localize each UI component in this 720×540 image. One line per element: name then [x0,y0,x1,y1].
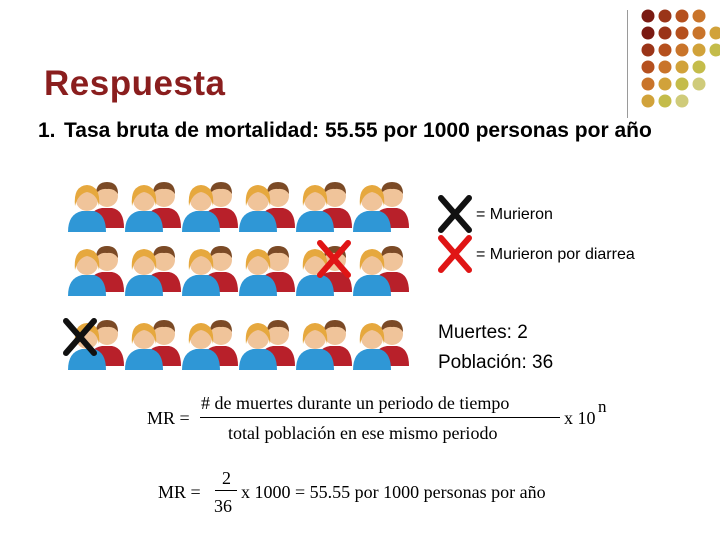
population-count: Población: 36 [438,352,554,373]
black-cross-icon [63,318,97,356]
decorative-dot [692,9,706,23]
person-pair-icon [353,182,409,232]
person-pair-icon [353,246,409,296]
decorative-dot [641,77,655,91]
person-pair-icon [296,246,352,296]
decorative-dot [709,43,720,57]
decorative-dot [658,9,672,23]
decorative-dot [692,26,706,40]
decorative-dot [658,43,672,57]
person-pair-icon [68,246,124,296]
person-pair-icon [125,182,181,232]
person-pair-icon [68,320,124,370]
decorative-dot [641,43,655,57]
decorative-dot [675,26,689,40]
decorative-dot [709,26,720,40]
formula-applied-result: x 1000 = 55.55 por 1000 personas por año [241,482,546,502]
formula-applied-fraction-bar [215,490,237,491]
decorative-dot [658,26,672,40]
person-pair-icon [182,320,238,370]
decorative-dot [641,60,655,74]
legend-black-cross-icon [438,195,472,233]
person-pair-icon [239,320,295,370]
people-grid [63,182,472,370]
stats-block: Muertes: 2 Población: 36 [438,318,553,378]
formula-general-denominator: total población en ese mismo periodo [228,423,498,443]
formula-applied-lhs: MR = [158,482,201,502]
formula-general-exponent: n [598,397,607,416]
formula-general-lhs: MR = [147,408,190,428]
person-pair-icon [296,182,352,232]
decorative-dot [692,60,706,74]
person-pair-icon [125,320,181,370]
decorative-dot [641,94,655,108]
decorative-dot [658,77,672,91]
person-pair-icon [353,320,409,370]
person-pair-icon [68,182,124,232]
person-pair-icon [296,320,352,370]
formula-applied-denominator: 36 [214,496,232,516]
formula-general-numerator: # de muertes durante un periodo de tiemp… [201,393,510,413]
formula-applied-numerator: 2 [222,468,231,488]
decorative-dot [658,60,672,74]
slide-title: Respuesta [44,64,226,103]
decorative-dot [675,94,689,108]
decorative-dot [675,43,689,57]
deaths-count: Muertes: 2 [438,322,528,343]
person-pair-icon [125,246,181,296]
decorative-dot [675,77,689,91]
point-text: Tasa bruta de mortalidad: 55.55 por 1000… [64,119,652,142]
person-pair-icon [239,246,295,296]
point-number: 1. [38,119,56,142]
person-pair-icon [182,182,238,232]
decorative-dot [658,94,672,108]
legend-died-diarrhea: = Murieron por diarrea [476,246,635,263]
legend-red-cross-icon [438,235,472,273]
decorative-dot [675,9,689,23]
decorative-dot [641,26,655,40]
person-pair-icon [239,182,295,232]
formula-general-fraction-bar [200,417,560,418]
decorative-dot [641,9,655,23]
person-pair-icon [182,246,238,296]
legend-died: = Murieron [476,206,553,223]
decorative-dot [675,60,689,74]
decorative-dot [692,77,706,91]
decorative-vertical-line [627,10,628,118]
formula-general-multiplier: x 10 [564,408,596,428]
decorative-dot [692,43,706,57]
red-cross-icon [317,240,351,278]
